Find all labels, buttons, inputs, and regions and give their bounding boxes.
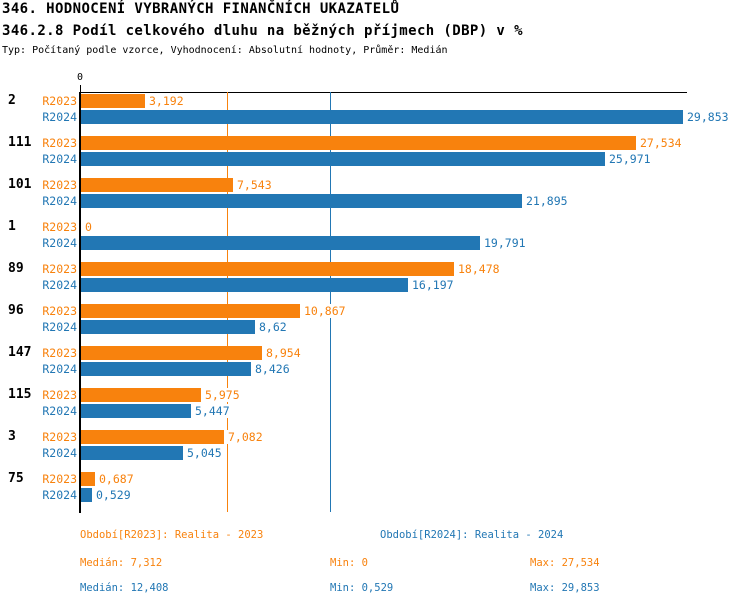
series-label-r2024: R2024 [42, 446, 77, 460]
bar-r2024 [81, 320, 255, 334]
bar-value-label: 7,082 [226, 430, 265, 444]
bar-r2023 [81, 472, 95, 486]
series-label-r2023: R2023 [42, 388, 77, 402]
bar-value-label: 27,534 [638, 136, 684, 150]
x-axis-zero-label: 0 [76, 72, 84, 83]
series-label-r2024: R2024 [42, 110, 77, 124]
series-label-r2023: R2023 [42, 136, 77, 150]
bar-r2023 [81, 178, 233, 192]
series-label-r2023: R2023 [42, 346, 77, 360]
series-label-r2024: R2024 [42, 320, 77, 334]
legend-period-r2024: Období[R2024]: Realita - 2024 [380, 529, 564, 541]
series-label-r2023: R2023 [42, 430, 77, 444]
bar-r2024 [81, 110, 683, 124]
bar-r2024 [81, 488, 92, 502]
x-axis-line [80, 92, 687, 93]
category-label: 3 [8, 429, 16, 444]
series-label-r2023: R2023 [42, 178, 77, 192]
bar-r2023 [81, 388, 201, 402]
y-axis-zero-line [79, 92, 81, 513]
stat-median-r2023: Medián: 7,312 [80, 557, 163, 569]
bar-value-label: 21,895 [524, 194, 570, 208]
category-label: 1 [8, 219, 16, 234]
chart-subtitle: 346.2.8 Podíl celkového dluhu na běžných… [2, 23, 523, 39]
series-label-r2024: R2024 [42, 152, 77, 166]
bar-value-label: 7,543 [235, 178, 274, 192]
category-label: 89 [8, 261, 24, 276]
bar-r2024 [81, 446, 183, 460]
series-label-r2024: R2024 [42, 404, 77, 418]
bar-r2024 [81, 152, 605, 166]
bar-r2023 [81, 430, 224, 444]
bar-r2023 [81, 346, 262, 360]
series-label-r2024: R2024 [42, 194, 77, 208]
series-label-r2024: R2024 [42, 488, 77, 502]
bar-value-label: 18,478 [456, 262, 502, 276]
bar-value-label: 8,426 [253, 362, 292, 376]
bar-value-label: 5,975 [203, 388, 242, 402]
bar-value-label: 8,62 [257, 320, 289, 334]
bar-value-label: 29,853 [685, 110, 731, 124]
bar-value-label: 25,971 [607, 152, 653, 166]
category-label: 111 [8, 135, 32, 150]
bar-value-label: 16,197 [410, 278, 456, 292]
x-axis-zero-tick [80, 85, 81, 92]
series-label-r2024: R2024 [42, 362, 77, 376]
bar-r2024 [81, 278, 408, 292]
chart-meta-line: Typ: Počítaný podle vzorce, Vyhodnocení:… [2, 45, 448, 56]
stat-median-r2024: Medián: 12,408 [80, 582, 169, 594]
bar-value-label: 19,791 [482, 236, 528, 250]
stat-max-r2024: Max: 29,853 [530, 582, 600, 594]
bar-value-label: 0,687 [97, 472, 136, 486]
bar-r2024 [81, 362, 251, 376]
stat-max-r2023: Max: 27,534 [530, 557, 600, 569]
median-line-r2024 [330, 92, 331, 512]
bar-r2023 [81, 94, 145, 108]
bar-value-label: 5,447 [193, 404, 232, 418]
series-label-r2023: R2023 [42, 472, 77, 486]
category-label: 101 [8, 177, 32, 192]
series-label-r2023: R2023 [42, 262, 77, 276]
series-label-r2023: R2023 [42, 304, 77, 318]
bar-r2023 [81, 262, 454, 276]
bar-value-label: 0 [83, 220, 94, 234]
category-label: 75 [8, 471, 24, 486]
category-label: 2 [8, 93, 16, 108]
bar-value-label: 0,529 [94, 488, 133, 502]
series-label-r2024: R2024 [42, 278, 77, 292]
bar-value-label: 3,192 [147, 94, 186, 108]
category-label: 115 [8, 387, 32, 402]
page-title: 346. HODNOCENÍ VYBRANÝCH FINANČNÍCH UKAZ… [2, 1, 400, 17]
bar-value-label: 10,867 [302, 304, 348, 318]
series-label-r2023: R2023 [42, 94, 77, 108]
bar-r2024 [81, 404, 191, 418]
bar-value-label: 8,954 [264, 346, 303, 360]
bar-r2023 [81, 304, 300, 318]
bar-r2023 [81, 136, 636, 150]
median-line-r2023 [227, 92, 228, 512]
legend-period-r2023: Období[R2023]: Realita - 2023 [80, 529, 264, 541]
category-label: 147 [8, 345, 32, 360]
stat-min-r2023: Min: 0 [330, 557, 368, 569]
bar-r2024 [81, 194, 522, 208]
bar-value-label: 5,045 [185, 446, 224, 460]
series-label-r2024: R2024 [42, 236, 77, 250]
category-label: 96 [8, 303, 24, 318]
stat-min-r2024: Min: 0,529 [330, 582, 394, 594]
bar-r2024 [81, 236, 480, 250]
series-label-r2023: R2023 [42, 220, 77, 234]
